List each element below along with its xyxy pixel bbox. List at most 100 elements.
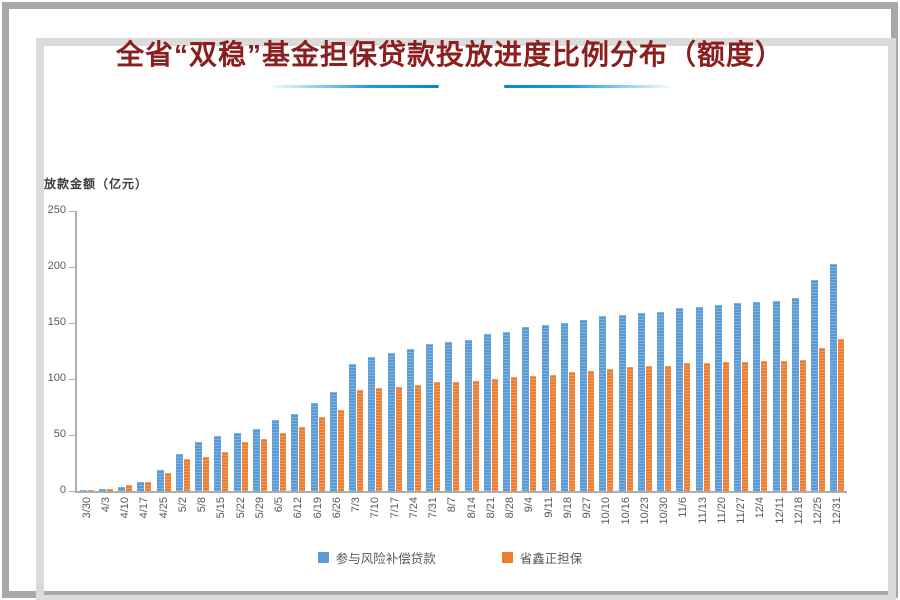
x-tick-label: 12/4 <box>754 497 767 519</box>
bar-series-1 <box>280 432 287 491</box>
bar-series-0 <box>657 311 665 491</box>
bar-group: 5/8 <box>193 211 212 512</box>
legend-swatch-1 <box>501 552 513 563</box>
bar-series-0 <box>445 342 453 491</box>
x-tick-label: 9/27 <box>581 497 594 519</box>
bar-group: 10/10 <box>597 211 616 525</box>
bar-series-1 <box>838 338 845 491</box>
y-tick-label: 0 <box>59 484 66 496</box>
x-tick-label: 6/26 <box>330 497 343 519</box>
bar-series-0 <box>272 420 280 491</box>
x-tick-label: 5/8 <box>196 497 209 513</box>
x-tick-label: 11/27 <box>735 497 748 524</box>
x-tick-label: 7/31 <box>427 497 440 519</box>
bar-group: 12/18 <box>789 211 808 525</box>
x-tick-label: 11/20 <box>715 497 728 524</box>
bar-series-1 <box>780 361 787 491</box>
bar-group: 6/5 <box>270 211 289 512</box>
bar-series-0 <box>618 315 626 491</box>
page-title: 全省“双稳”基金担保贷款投放进度比例分布（额度） <box>115 39 784 70</box>
bar-series-1 <box>453 382 460 491</box>
bar-series-0 <box>772 300 780 491</box>
bar-series-0 <box>118 486 126 491</box>
y-tick-mark <box>69 211 75 212</box>
legend-item-series-1: 省鑫正担保 <box>501 548 582 567</box>
bar-series-1 <box>799 359 806 491</box>
bar-group: 4/25 <box>154 211 173 518</box>
bar-series-0 <box>676 308 684 491</box>
bar-series-1 <box>106 488 113 491</box>
x-tick-label: 7/24 <box>407 497 420 519</box>
bar-series-1 <box>549 374 556 491</box>
y-tick-mark <box>69 323 75 324</box>
bar-series-1 <box>742 362 749 491</box>
bar-group: 5/2 <box>173 211 192 512</box>
bar-series-1 <box>665 365 672 491</box>
bar-series-0 <box>426 344 434 491</box>
bar-series-0 <box>811 280 819 491</box>
y-tick-mark <box>69 435 75 436</box>
x-tick-label: 5/29 <box>253 497 266 519</box>
bar-group: 9/4 <box>520 211 539 512</box>
bar-series-0 <box>175 454 183 491</box>
bar-series-0 <box>695 307 703 491</box>
bar-series-0 <box>580 319 588 491</box>
bar-series-0 <box>637 312 645 491</box>
legend-swatch-0 <box>317 552 329 563</box>
bar-series-0 <box>79 489 87 491</box>
x-tick-label: 4/25 <box>157 497 170 519</box>
x-tick-label: 8/28 <box>504 497 517 519</box>
bar-series-1 <box>511 376 518 491</box>
bar-series-1 <box>607 368 614 491</box>
bar-series-1 <box>260 439 267 491</box>
bar-series-1 <box>530 375 537 491</box>
bar-series-0 <box>791 298 799 491</box>
bar-series-0 <box>406 348 414 491</box>
x-tick-label: 5/22 <box>234 497 247 519</box>
bar-group: 9/18 <box>558 211 577 518</box>
x-tick-label: 12/18 <box>792 497 805 525</box>
bar-group: 10/23 <box>635 211 654 525</box>
bar-group: 7/17 <box>385 211 404 518</box>
x-tick-label: 12/25 <box>812 497 825 525</box>
bar-series-0 <box>714 305 722 491</box>
y-tick-label: 150 <box>47 316 66 328</box>
bar-series-0 <box>98 488 106 491</box>
bar-group: 10/16 <box>616 211 635 525</box>
y-tick-label: 250 <box>47 204 66 216</box>
bar-group: 5/15 <box>212 211 231 518</box>
bar-group: 6/19 <box>308 211 327 518</box>
legend-item-series-0: 参与风险补偿贷款 <box>317 548 436 567</box>
x-tick-label: 6/12 <box>292 497 305 519</box>
x-tick-label: 11/13 <box>696 497 709 524</box>
y-axis-title: 放款金额（亿元） <box>44 177 149 191</box>
bar-group: 5/22 <box>231 211 250 518</box>
bar-series-0 <box>291 413 299 491</box>
bar-series-0 <box>195 441 203 491</box>
bar-series-1 <box>222 451 229 491</box>
bar-series-1 <box>568 372 575 491</box>
x-tick-label: 6/5 <box>273 497 286 513</box>
bar-series-0 <box>830 263 838 491</box>
bar-group: 8/21 <box>481 211 500 518</box>
bar-series-1 <box>626 366 633 491</box>
bar-series-1 <box>645 365 652 491</box>
bar-series-1 <box>684 363 691 491</box>
x-tick-label: 10/16 <box>619 497 632 525</box>
bar-series-1 <box>183 458 190 491</box>
bar-series-0 <box>464 339 472 491</box>
x-tick-label: 5/15 <box>215 497 228 519</box>
x-tick-label: 9/11 <box>542 497 555 518</box>
bar-series-1 <box>819 347 826 491</box>
x-tick-label: 11/6 <box>677 497 690 518</box>
x-tick-label: 7/3 <box>350 497 363 513</box>
bar-series-1 <box>145 482 152 491</box>
bar-group: 10/30 <box>655 211 674 525</box>
bar-series-0 <box>368 356 376 491</box>
x-tick-label: 3/30 <box>80 497 93 519</box>
bar-group: 7/24 <box>404 211 423 518</box>
bar-series-0 <box>387 353 395 491</box>
bar-series-1 <box>203 457 210 491</box>
bar-group: 7/31 <box>424 211 443 518</box>
bar-group: 4/17 <box>135 211 154 518</box>
